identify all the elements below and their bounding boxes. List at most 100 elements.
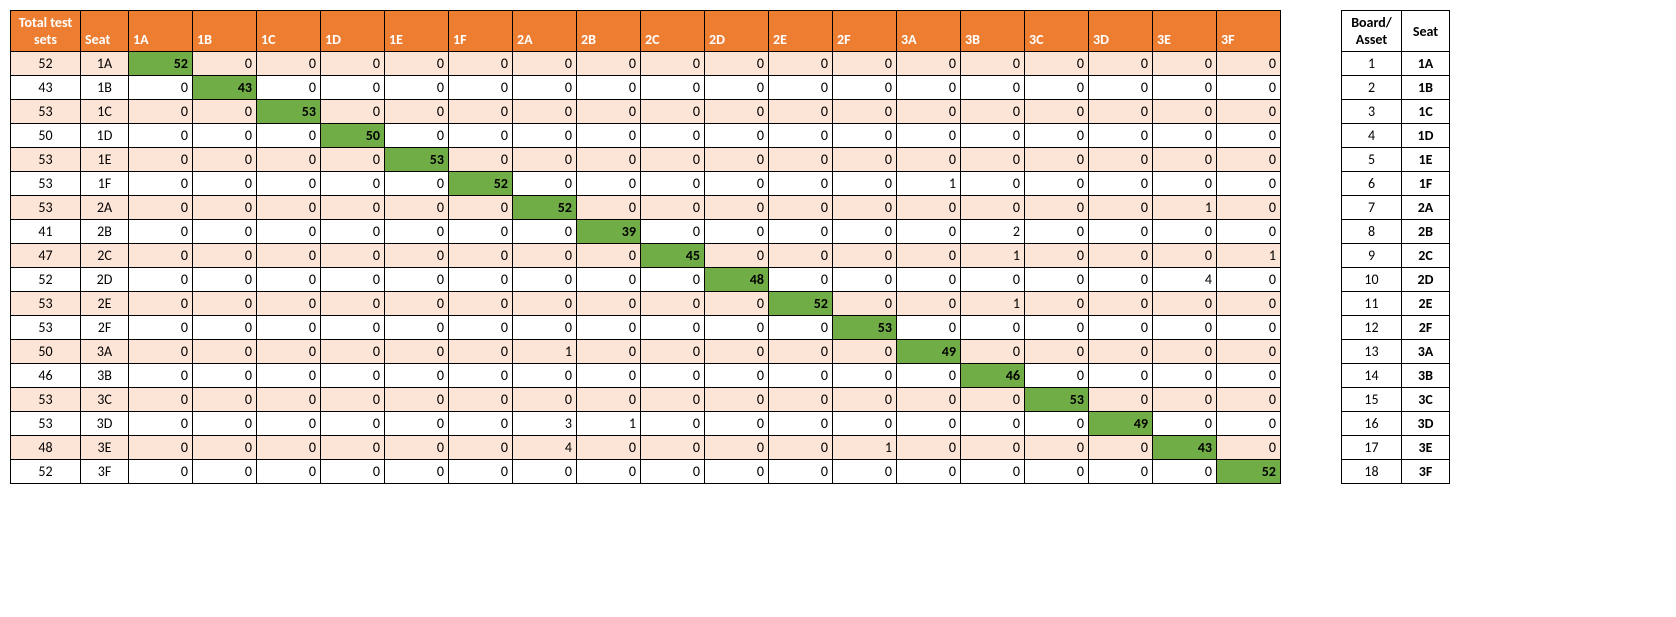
cell-value: 0: [961, 340, 1025, 364]
cell-value: 0: [641, 268, 705, 292]
cell-value: 0: [1089, 124, 1153, 148]
cell-total: 48: [11, 436, 81, 460]
cell-value: 0: [641, 340, 705, 364]
cell-value: 0: [833, 76, 897, 100]
cell-value: 0: [577, 388, 641, 412]
cell-value: 0: [705, 436, 769, 460]
cell-value: 0: [897, 412, 961, 436]
cell-value: 0: [513, 220, 577, 244]
table-row: 532E0000000000520010000: [11, 292, 1281, 316]
cell-value: 0: [449, 364, 513, 388]
cell-value: 0: [257, 52, 321, 76]
cell-value: 0: [1153, 340, 1217, 364]
table-row: 532F0000000000053000000: [11, 316, 1281, 340]
cell-value: 0: [1217, 364, 1281, 388]
cell-value: 0: [321, 268, 385, 292]
cell-value: 0: [769, 220, 833, 244]
cell-value: 0: [769, 460, 833, 484]
cell-value: 0: [385, 76, 449, 100]
header-col-2F: 2F: [833, 11, 897, 52]
cell-value: 52: [769, 292, 833, 316]
cell-seat: 1B: [81, 76, 129, 100]
cell-value: 52: [129, 52, 193, 76]
cell-value: 0: [1025, 76, 1089, 100]
cell-value: 0: [193, 364, 257, 388]
cell-value: 0: [449, 196, 513, 220]
cell-value: 0: [769, 388, 833, 412]
cell-value: 0: [641, 460, 705, 484]
cell-value: 0: [1025, 220, 1089, 244]
cell-value: 0: [577, 244, 641, 268]
cell-value: 0: [897, 460, 961, 484]
cell-value: 0: [193, 244, 257, 268]
cell-value: 0: [1025, 52, 1089, 76]
main-tbody: 521A5200000000000000000431B0430000000000…: [11, 52, 1281, 484]
cell-value: 0: [1089, 172, 1153, 196]
cell-value: 0: [257, 172, 321, 196]
board-cell-number: 14: [1342, 364, 1402, 388]
cell-value: 0: [1025, 244, 1089, 268]
board-cell-seat: 1C: [1402, 100, 1450, 124]
cell-value: 0: [449, 148, 513, 172]
cell-value: 0: [705, 148, 769, 172]
cell-total: 46: [11, 364, 81, 388]
cell-value: 0: [1025, 340, 1089, 364]
cell-value: 0: [705, 172, 769, 196]
cell-value: 0: [129, 292, 193, 316]
table-row: 463B0000000000000460000: [11, 364, 1281, 388]
cell-value: 0: [193, 220, 257, 244]
cell-value: 0: [1217, 388, 1281, 412]
cell-value: 0: [193, 124, 257, 148]
header-col-1B: 1B: [193, 11, 257, 52]
header-col-3C: 3C: [1025, 11, 1089, 52]
cell-value: 0: [193, 316, 257, 340]
board-cell-number: 13: [1342, 340, 1402, 364]
cell-value: 0: [1089, 100, 1153, 124]
header-seat: Seat: [81, 11, 129, 52]
cell-value: 48: [705, 268, 769, 292]
cell-value: 0: [1089, 436, 1153, 460]
cell-value: 0: [833, 100, 897, 124]
cell-value: 0: [257, 76, 321, 100]
cell-value: 0: [577, 268, 641, 292]
cell-seat: 3E: [81, 436, 129, 460]
cell-value: 0: [1217, 316, 1281, 340]
cell-value: 0: [385, 124, 449, 148]
cell-value: 0: [129, 436, 193, 460]
cell-value: 0: [1025, 292, 1089, 316]
cell-value: 0: [513, 388, 577, 412]
cell-value: 0: [449, 412, 513, 436]
cell-seat: 3A: [81, 340, 129, 364]
cell-value: 1: [577, 412, 641, 436]
cell-value: 0: [705, 76, 769, 100]
cell-value: 0: [1217, 436, 1281, 460]
cell-value: 0: [641, 220, 705, 244]
table-row: 531E0000530000000000000: [11, 148, 1281, 172]
cell-value: 0: [257, 316, 321, 340]
cell-value: 0: [961, 76, 1025, 100]
cell-value: 0: [1089, 52, 1153, 76]
cell-value: 0: [1089, 76, 1153, 100]
cell-value: 0: [449, 124, 513, 148]
cell-value: 0: [321, 364, 385, 388]
cell-value: 0: [385, 100, 449, 124]
cell-value: 0: [577, 436, 641, 460]
cell-value: 0: [641, 364, 705, 388]
cell-value: 0: [1025, 316, 1089, 340]
cell-value: 0: [1153, 220, 1217, 244]
header-board-asset: Board/ Asset: [1342, 11, 1402, 52]
board-row: 51E: [1342, 148, 1450, 172]
cell-value: 0: [577, 292, 641, 316]
board-row: 92C: [1342, 244, 1450, 268]
cell-value: 39: [577, 220, 641, 244]
cell-value: 0: [577, 100, 641, 124]
cell-value: 0: [385, 220, 449, 244]
cell-value: 0: [769, 76, 833, 100]
cell-value: 0: [449, 52, 513, 76]
cell-value: 0: [513, 148, 577, 172]
cell-value: 0: [321, 196, 385, 220]
cell-value: 0: [321, 316, 385, 340]
cell-value: 0: [705, 316, 769, 340]
cell-value: 0: [1089, 460, 1153, 484]
cell-value: 0: [257, 220, 321, 244]
